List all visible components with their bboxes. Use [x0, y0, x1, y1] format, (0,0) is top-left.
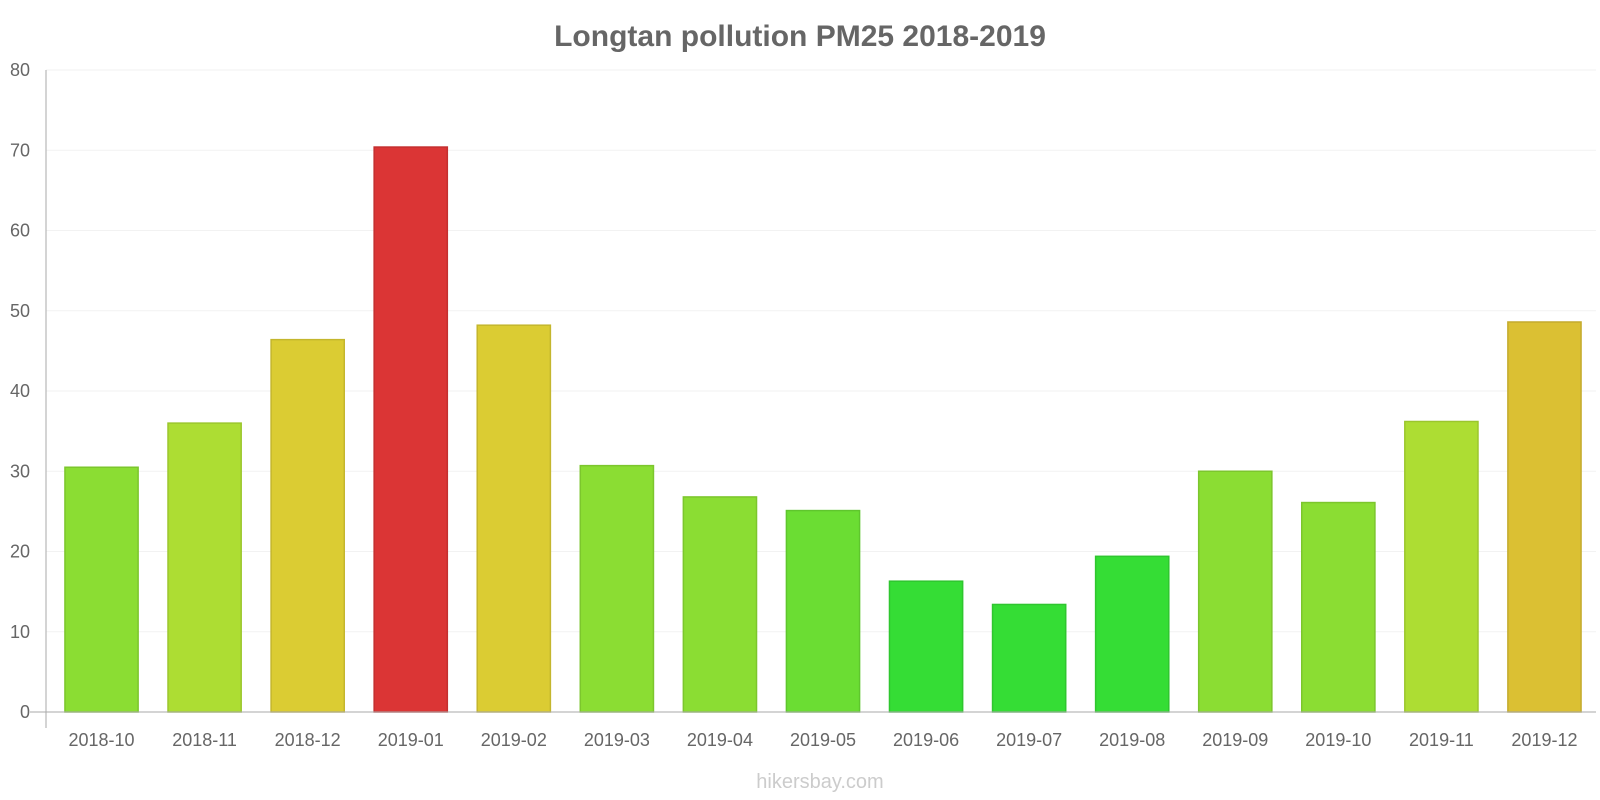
x-tick-label: 2019-12 — [1511, 730, 1577, 750]
bar-2019-09 — [1197, 470, 1273, 713]
bar-2019-08 — [1094, 555, 1170, 713]
y-tick-label: 80 — [10, 60, 30, 80]
credit-text: hikersbay.com — [756, 771, 883, 793]
bar-2019-01 — [373, 146, 449, 713]
y-tick-label: 30 — [10, 461, 30, 481]
bar-2019-02 — [476, 324, 552, 713]
x-tick-label: 2018-12 — [275, 730, 341, 750]
bar-2018-11 — [167, 422, 242, 713]
bars — [64, 146, 1582, 713]
y-tick-label: 40 — [10, 381, 30, 401]
x-tick-label: 2019-11 — [1409, 730, 1474, 750]
bar-2019-04 — [682, 496, 758, 713]
x-tick-label: 2019-07 — [996, 730, 1062, 750]
bar-2018-12 — [270, 338, 346, 713]
bar-2019-03 — [579, 464, 655, 713]
bar-2019-11 — [1404, 420, 1479, 713]
y-tick-label: 0 — [20, 702, 30, 722]
x-tick-label: 2019-08 — [1099, 730, 1165, 750]
x-axis-ticks: 2018-10 2018-11 2018-12 2019-01 2019-02 2019-… — [69, 730, 1578, 750]
x-tick-label: 2018-11 — [172, 730, 237, 750]
y-tick-label: 70 — [10, 140, 30, 160]
x-tick-label: 2019-06 — [893, 730, 959, 750]
x-tick-label: 2019-04 — [687, 730, 753, 750]
bar-2019-07 — [991, 603, 1067, 713]
x-tick-label: 2019-09 — [1202, 730, 1268, 750]
x-tick-label: 2019-02 — [481, 730, 547, 750]
y-tick-label: 50 — [10, 301, 30, 321]
bar-2019-12 — [1507, 321, 1582, 713]
x-tick-label: 2019-01 — [378, 730, 444, 750]
x-tick-label: 2019-05 — [790, 730, 856, 750]
y-tick-label: 60 — [10, 221, 30, 241]
bar-2018-10 — [64, 466, 139, 713]
x-tick-label: 2018-10 — [69, 730, 135, 750]
bar-2019-05 — [785, 509, 861, 713]
bar-2019-10 — [1300, 501, 1376, 713]
chart-title: Longtan pollution PM25 2018-2019 — [554, 20, 1046, 53]
y-axis-ticks: 0 10 20 30 40 50 60 70 80 — [10, 60, 30, 722]
bar-2019-06 — [888, 580, 964, 713]
x-tick-label: 2019-10 — [1305, 730, 1371, 750]
y-tick-label: 20 — [10, 542, 30, 562]
x-tick-label: 2019-03 — [584, 730, 650, 750]
y-tick-label: 10 — [10, 622, 30, 642]
